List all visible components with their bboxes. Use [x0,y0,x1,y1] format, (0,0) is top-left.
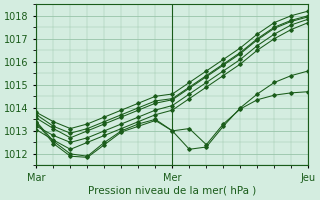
X-axis label: Pression niveau de la mer( hPa ): Pression niveau de la mer( hPa ) [88,186,256,196]
